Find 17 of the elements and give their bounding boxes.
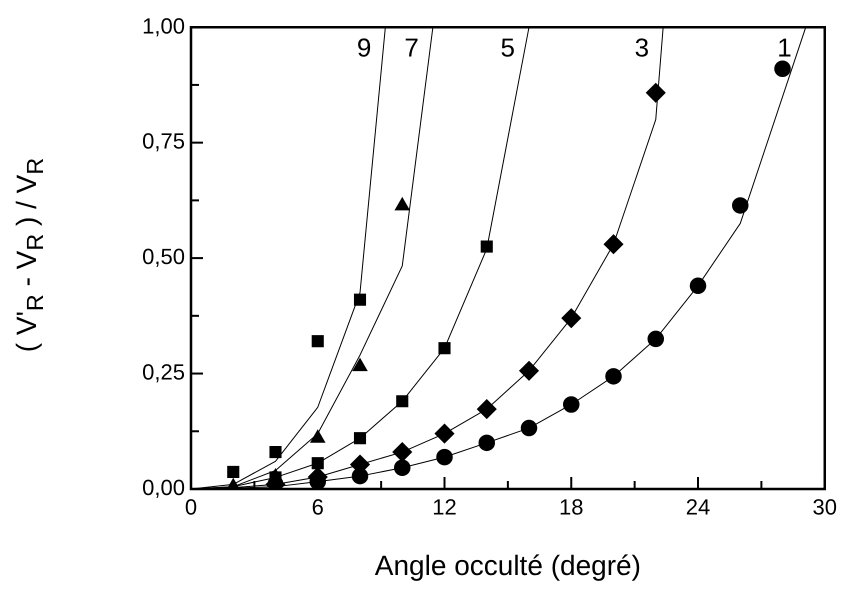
series-label: 7 bbox=[404, 32, 419, 62]
y-tick-label: 1,00 bbox=[142, 13, 185, 38]
series-label: 9 bbox=[356, 32, 372, 62]
y-tick-label: 0,25 bbox=[142, 360, 185, 385]
series-label: 1 bbox=[777, 32, 792, 62]
x-tick-label: 30 bbox=[812, 494, 838, 520]
x-axis-title: Angle occulté (degré) bbox=[374, 550, 641, 581]
x-tick-label: 24 bbox=[686, 494, 710, 520]
y-tick-label: 0,75 bbox=[142, 128, 185, 154]
x-tick-label: 12 bbox=[432, 494, 457, 520]
x-tick-label: 18 bbox=[559, 494, 584, 520]
x-tick-label: 6 bbox=[312, 494, 324, 520]
y-tick-label: 0,00 bbox=[142, 475, 185, 500]
series-label: 3 bbox=[634, 32, 650, 62]
series-label: 5 bbox=[500, 32, 516, 62]
x-tick-label: 0 bbox=[184, 494, 198, 520]
y-tick-label: 0,50 bbox=[142, 244, 185, 270]
